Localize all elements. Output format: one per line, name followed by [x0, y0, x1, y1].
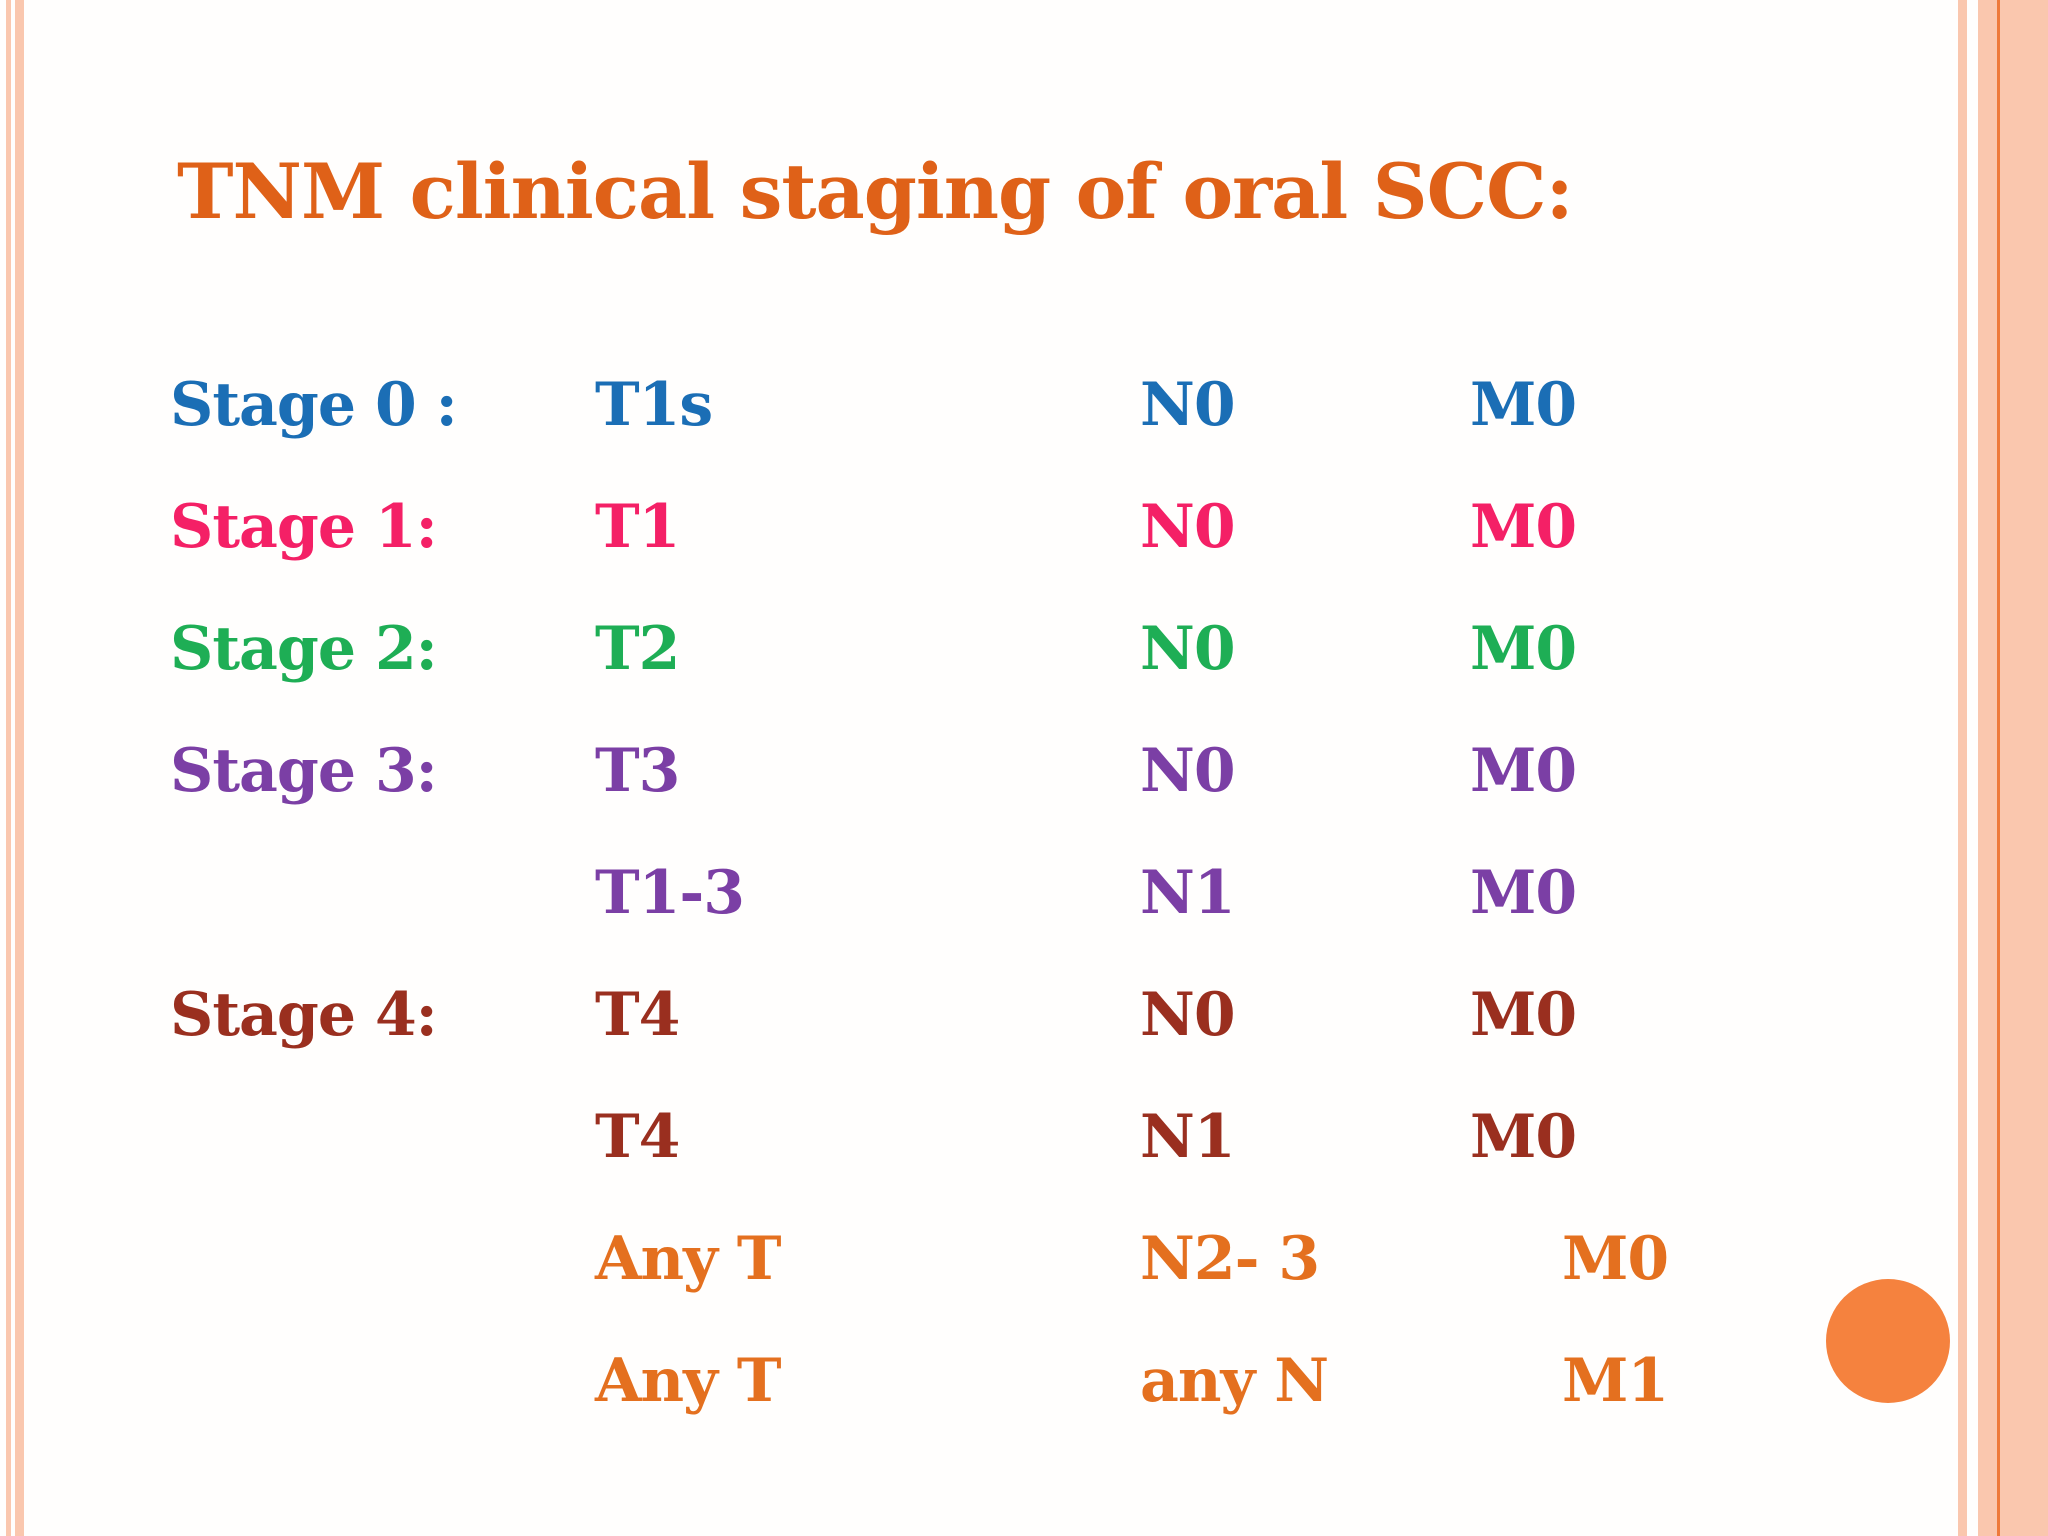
stage-cell: Stage 2: [170, 614, 438, 684]
n-cell: N0 [1140, 736, 1236, 806]
right-border-band [2000, 0, 2048, 1536]
table-row: Stage 1: T1 N0 M0 [0, 466, 1900, 588]
n-cell: any N [1140, 1346, 1329, 1416]
n-cell: N0 [1140, 980, 1236, 1050]
table-row: Stage 4: T4 N0 M0 [0, 954, 1900, 1076]
t-cell: T3 [595, 736, 680, 806]
table-row: Any T any N M1 [0, 1320, 1900, 1442]
t-cell: T1 [595, 492, 680, 562]
table-row: Stage 3: T3 N0 M0 [0, 710, 1900, 832]
stage-cell: Stage 0 : [170, 370, 458, 440]
table-row: T4 N1 M0 [0, 1076, 1900, 1198]
t-cell: T1s [595, 370, 713, 440]
n-cell: N1 [1140, 1102, 1236, 1172]
t-cell: T4 [595, 1102, 680, 1172]
t-cell: Any T [595, 1224, 782, 1294]
right-border-stripe-mid [1978, 0, 1997, 1536]
m-cell: M0 [1470, 980, 1577, 1050]
stage-cell: Stage 1: [170, 492, 438, 562]
n-cell: N0 [1140, 492, 1236, 562]
right-border-accent-line [1997, 0, 2000, 1536]
m-cell: M0 [1470, 1102, 1577, 1172]
n-cell: N0 [1140, 614, 1236, 684]
n-cell: N0 [1140, 370, 1236, 440]
stage-cell: Stage 3: [170, 736, 438, 806]
orange-circle [1826, 1279, 1950, 1403]
m-cell: M0 [1562, 1224, 1669, 1294]
table-row: T1-3 N1 M0 [0, 832, 1900, 954]
table-row: Stage 0 : T1s N0 M0 [0, 344, 1900, 466]
right-border-stripe-thin [1958, 0, 1967, 1536]
m-cell: M0 [1470, 370, 1577, 440]
left-border-stripe-wide [15, 0, 24, 1536]
n-cell: N1 [1140, 858, 1236, 928]
tnm-staging-table: Stage 0 : T1s N0 M0 Stage 1: T1 N0 M0 St… [0, 344, 1900, 1442]
t-cell: Any T [595, 1346, 782, 1416]
m-cell: M1 [1562, 1346, 1669, 1416]
m-cell: M0 [1470, 858, 1577, 928]
slide-title: TNM clinical staging of oral SCC: [177, 146, 1574, 236]
t-cell: T4 [595, 980, 680, 1050]
t-cell: T2 [595, 614, 680, 684]
table-row: Stage 2: T2 N0 M0 [0, 588, 1900, 710]
n-cell: N2- 3 [1140, 1224, 1320, 1294]
table-row: Any T N2- 3 M0 [0, 1198, 1900, 1320]
m-cell: M0 [1470, 614, 1577, 684]
stage-cell: Stage 4: [170, 980, 438, 1050]
m-cell: M0 [1470, 492, 1577, 562]
m-cell: M0 [1470, 736, 1577, 806]
t-cell: T1-3 [595, 858, 745, 928]
left-border-stripe-thin [6, 0, 11, 1536]
